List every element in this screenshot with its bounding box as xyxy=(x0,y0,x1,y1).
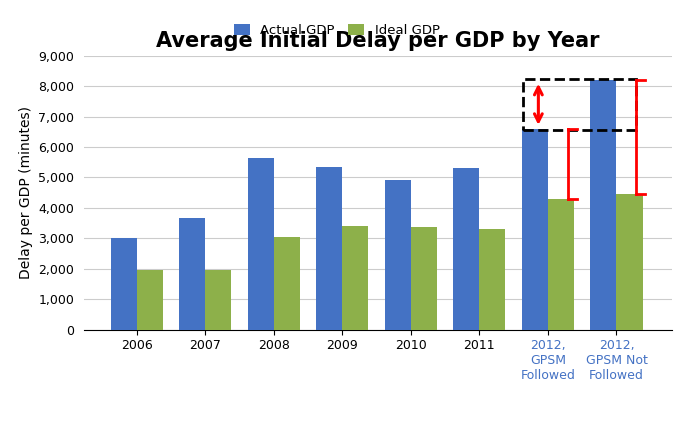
Bar xyxy=(522,129,548,330)
Y-axis label: Delay per GDP (minutes): Delay per GDP (minutes) xyxy=(19,106,33,279)
Bar xyxy=(205,270,231,330)
Bar xyxy=(454,168,480,330)
Bar xyxy=(179,218,205,330)
Bar xyxy=(523,79,636,130)
Bar xyxy=(342,226,368,330)
Title: Average Initial Delay per GDP by Year: Average Initial Delay per GDP by Year xyxy=(156,31,600,51)
Bar xyxy=(111,238,136,330)
Bar xyxy=(385,181,411,330)
Bar xyxy=(274,237,300,330)
Bar xyxy=(590,80,617,330)
Legend: Actual GDP, Ideal GDP: Actual GDP, Ideal GDP xyxy=(229,18,445,42)
Bar xyxy=(411,227,437,330)
Bar xyxy=(480,229,505,330)
Bar xyxy=(136,270,163,330)
Bar xyxy=(316,167,342,330)
Bar xyxy=(617,194,643,330)
Bar xyxy=(548,199,574,330)
Bar xyxy=(248,158,274,330)
